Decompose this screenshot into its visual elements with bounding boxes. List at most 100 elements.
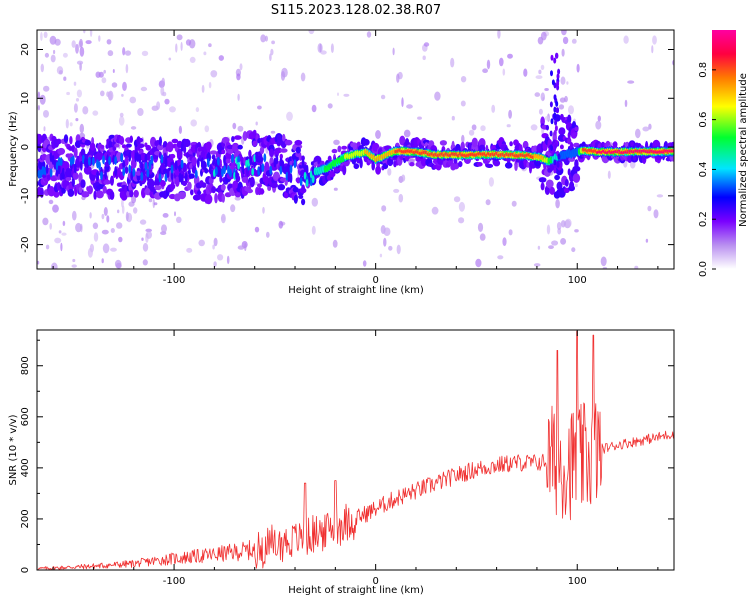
speckle-mark [76, 89, 82, 98]
ridge-core-mark [196, 157, 200, 168]
ridge-core-mark [223, 154, 226, 165]
ridge-band-mark [328, 170, 336, 178]
ridge-band-mark [100, 144, 105, 149]
ridge-core-mark [49, 168, 53, 178]
speckle-mark [597, 115, 601, 122]
snr-frame [36, 329, 675, 571]
ridge-core-mark [269, 165, 273, 175]
speckle-mark [508, 229, 513, 236]
speckle-mark [185, 39, 192, 46]
speckle-mark [398, 193, 404, 203]
ridge-band-mark [166, 141, 174, 153]
speckle-mark [87, 247, 93, 258]
speckle-mark [327, 103, 333, 109]
spectrogram-y-tick-label: -20 [20, 236, 31, 252]
snr-x-tick-label: -100 [163, 576, 186, 587]
ridge-band-mark [279, 148, 288, 153]
ridge-band-mark [301, 155, 305, 161]
speckle-mark [576, 63, 580, 73]
ridge-core-mark [299, 177, 303, 187]
speckle-mark [43, 85, 50, 92]
ridge-band-mark [295, 146, 301, 154]
ridge-core-mark [170, 164, 174, 174]
speckle-mark [49, 223, 52, 230]
ridge-core-mark [229, 168, 232, 178]
speckle-mark [122, 81, 127, 91]
speckle-mark [548, 245, 554, 250]
colorbar-ticks: 0.0 0.2 0.4 0.6 0.8 [698, 62, 716, 277]
speckle-mark [101, 77, 107, 84]
speckle-mark [40, 63, 44, 73]
speckle-mark [460, 76, 467, 83]
ridge-core-mark [180, 159, 184, 169]
speckle-mark [393, 188, 400, 193]
ridge-band-mark [53, 190, 60, 198]
colorbar: 0.0 0.2 0.4 0.6 0.8 Normalized spectral ampl… [698, 30, 749, 277]
ridge-band-mark [205, 194, 213, 205]
spike-mark [556, 161, 560, 168]
ridge-band-mark [298, 164, 303, 169]
speckle-mark [534, 92, 541, 97]
ridge-core-mark [45, 164, 49, 174]
speckle-mark [54, 237, 62, 244]
ridge-band-mark [221, 149, 226, 155]
ridge-band-mark [375, 165, 381, 175]
speckle-mark [392, 47, 395, 56]
speckle-mark [119, 112, 124, 118]
ridge-band-mark [89, 142, 96, 151]
speckle-mark [156, 101, 161, 110]
spectrogram-x-tick-label: 100 [568, 275, 587, 286]
ridge-core-mark [223, 165, 226, 175]
speckle-mark [458, 217, 465, 224]
snr-x-label: Height of straight line (km) [288, 585, 424, 596]
ridge-core-mark [132, 167, 136, 177]
speckle-mark [571, 247, 576, 253]
ridge-core-mark [138, 153, 142, 164]
ridge-band-mark [405, 138, 410, 147]
ridge-core-mark [563, 150, 567, 160]
ridge-band-mark [56, 182, 61, 191]
ridge-band-mark [422, 139, 431, 145]
speckle-mark [230, 204, 236, 213]
ridge-band-mark [65, 177, 72, 181]
ridge-core-mark [301, 158, 305, 169]
ridge-band-mark [371, 161, 376, 171]
ridge-core-mark [37, 169, 41, 179]
ridge-band-mark [76, 155, 80, 162]
speckle-mark [111, 82, 118, 88]
ridge-band-mark [277, 184, 286, 191]
speckle-mark [648, 123, 652, 130]
ridge-band-mark [147, 178, 155, 190]
snr-x-tick-label: 0 [372, 576, 378, 587]
speckle-mark [52, 204, 59, 213]
snr-series-line [37, 330, 674, 570]
speckle-mark [562, 36, 569, 45]
ridge-band-mark [249, 176, 255, 188]
ridge-band-mark [63, 134, 69, 144]
spectrogram-x-label: Height of straight line (km) [288, 285, 424, 296]
ridge-band-mark [399, 135, 406, 146]
speckle-mark [75, 43, 79, 54]
speckle-mark [488, 177, 494, 187]
speckle-mark [642, 126, 650, 132]
ridge-band-mark [558, 127, 566, 136]
ridge-core-mark [255, 151, 259, 162]
ridge-band-mark [540, 182, 545, 191]
snr-ticks: -100 0 100 0 200 400 600 800 [20, 330, 674, 587]
ridge-band-mark [574, 126, 579, 132]
ridge-band-mark [538, 177, 547, 183]
ridge-core-mark [460, 153, 464, 157]
speckle-mark [502, 237, 507, 247]
speckle-mark [423, 42, 430, 47]
speckle-mark [568, 105, 574, 115]
speckle-mark [544, 88, 549, 91]
snr-y-tick-label: 0 [20, 567, 31, 573]
speckle-mark [269, 53, 272, 61]
speckle-mark [75, 222, 82, 233]
snr-y-tick-label: 800 [20, 356, 31, 375]
spectrogram-x-tick-label: -100 [163, 275, 186, 286]
ridge-band-mark [162, 168, 168, 174]
speckle-mark [270, 130, 276, 134]
speckle-mark [403, 129, 411, 138]
speckle-mark [118, 116, 125, 126]
